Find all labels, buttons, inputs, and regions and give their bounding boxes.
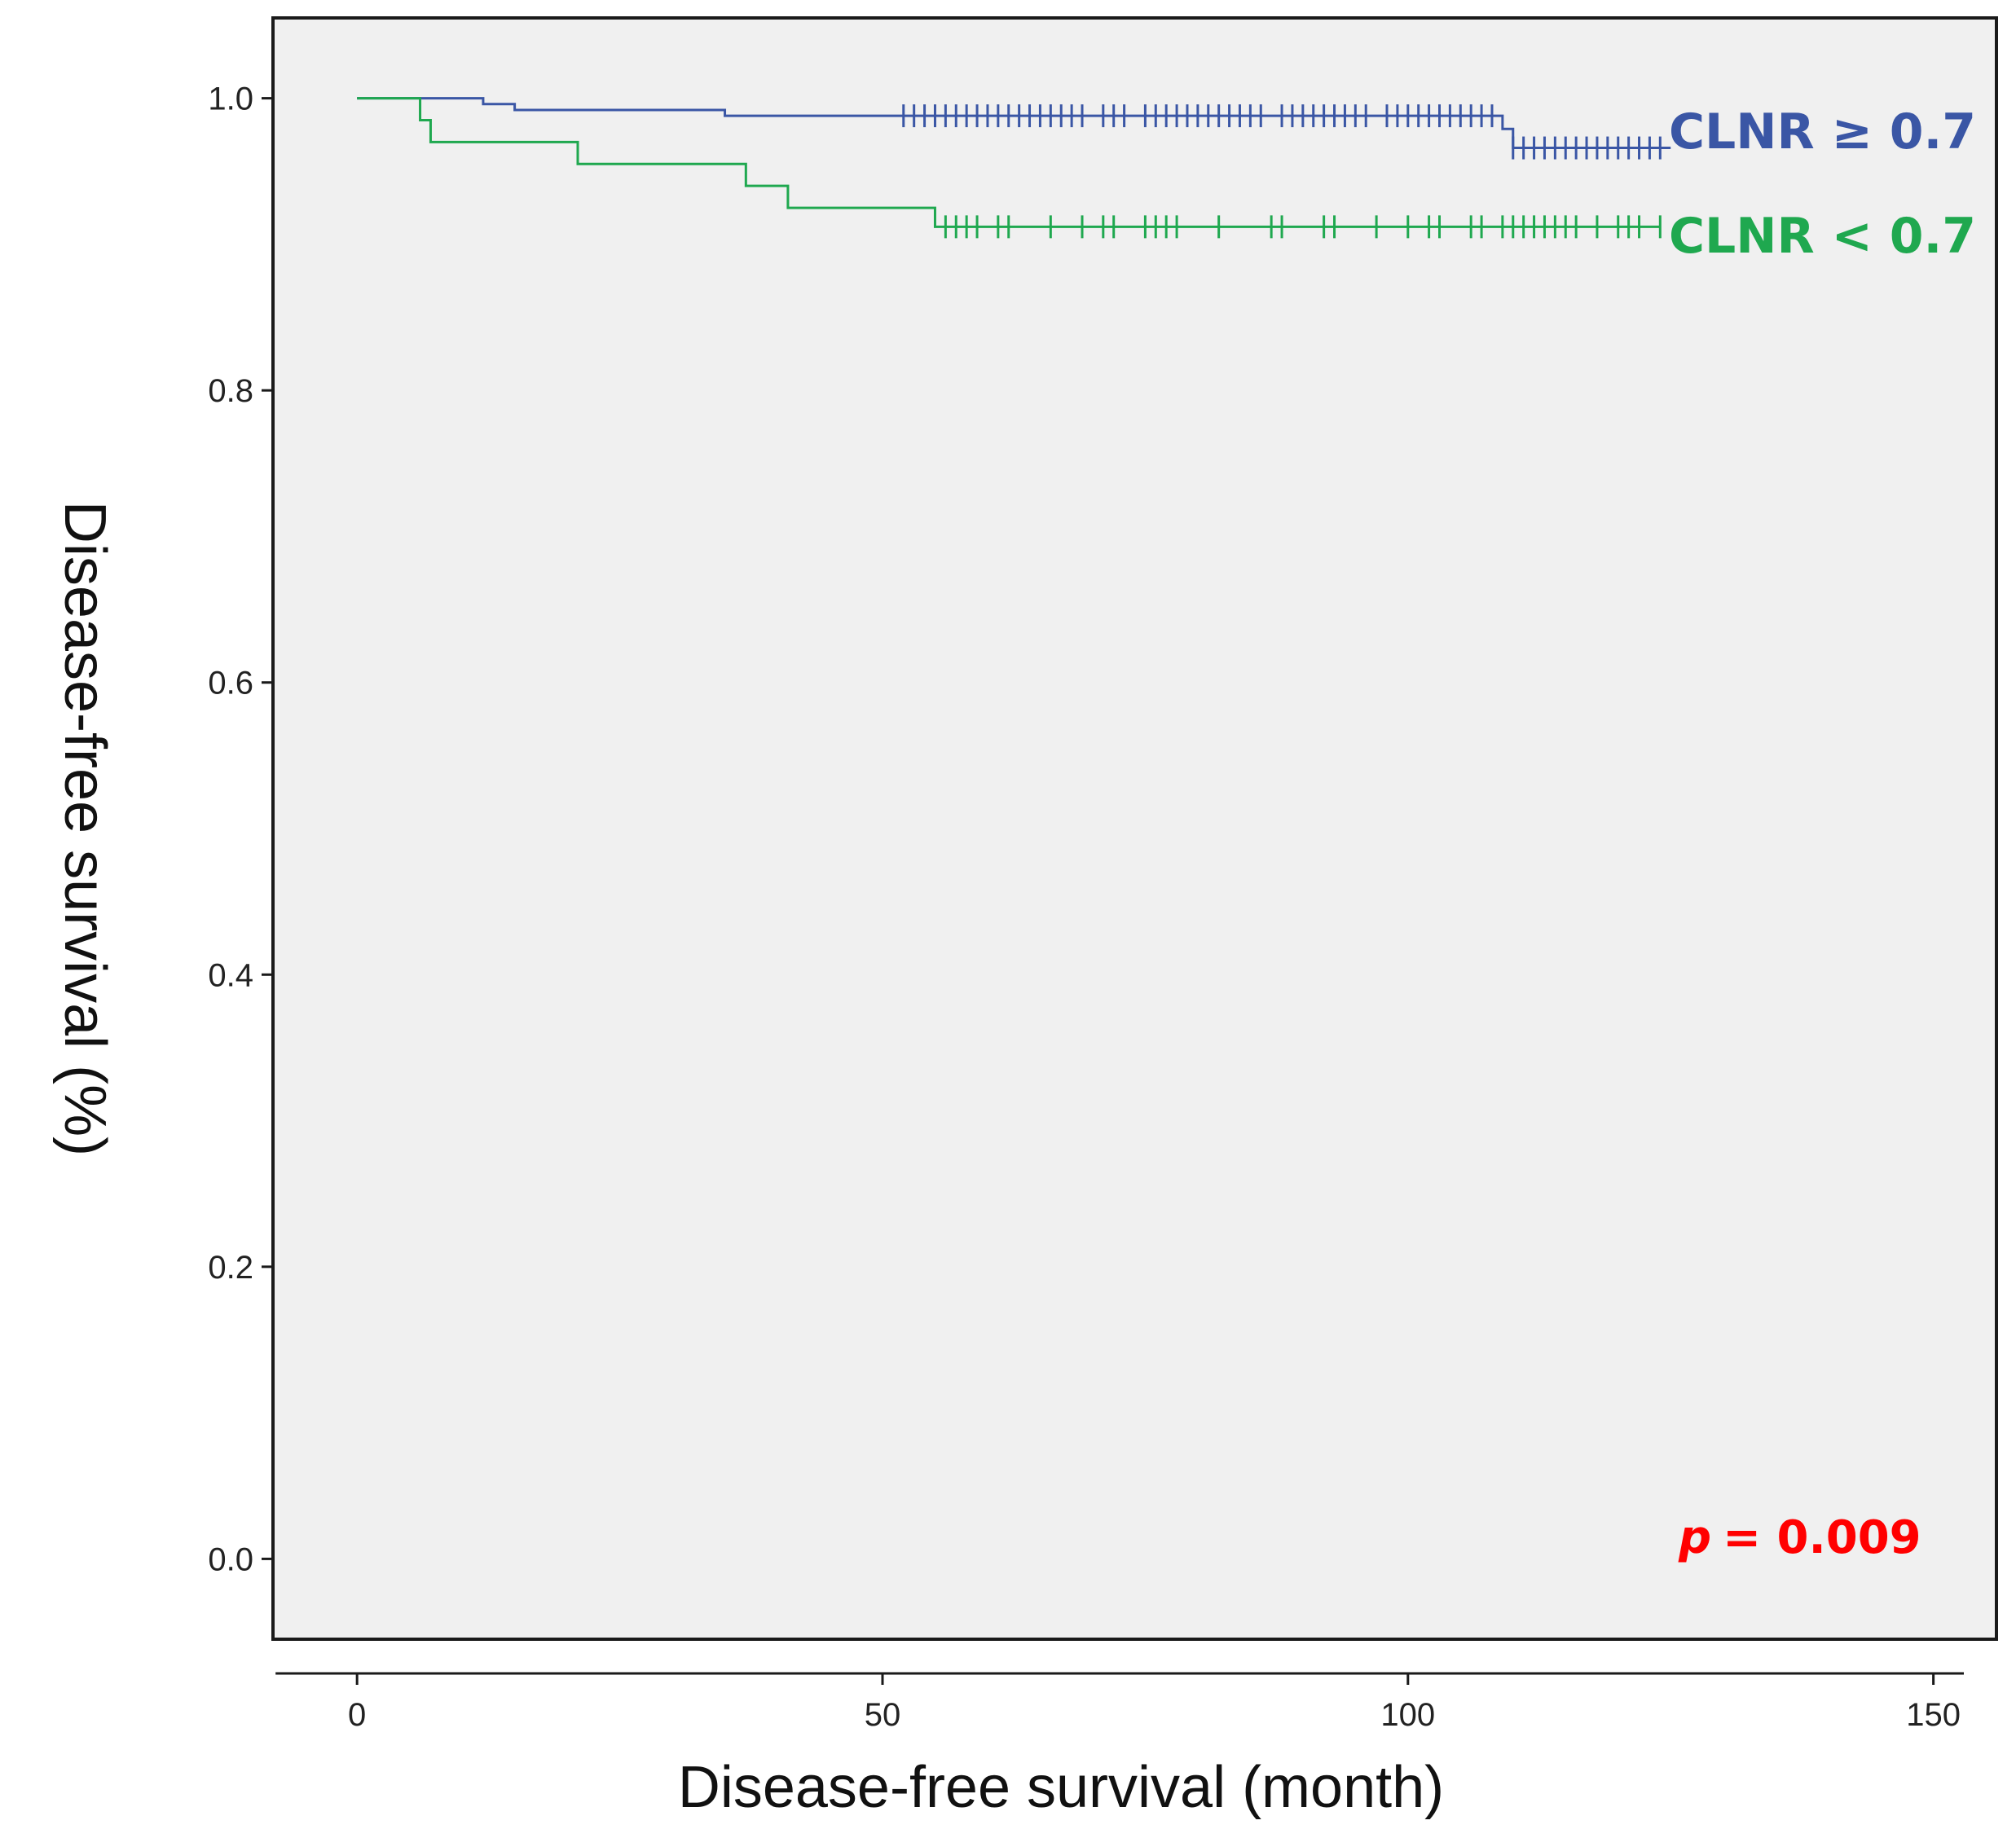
survival-curve: [357, 97, 1671, 150]
p-value-annotation: p = 0.009: [1678, 1511, 1921, 1564]
x-tick-label: 150: [1906, 1697, 1961, 1733]
x-tick-label: 0: [348, 1697, 366, 1733]
series-layer: [357, 97, 1671, 239]
p-value-symbol: p: [1678, 1511, 1711, 1564]
survival-curve: [357, 97, 1661, 228]
x-tick-label: 50: [865, 1697, 901, 1733]
p-value-text: = 0.009: [1723, 1511, 1921, 1564]
series-0: [357, 97, 1671, 160]
series-1: [357, 97, 1662, 239]
y-tick-label: 0.0: [208, 1541, 253, 1577]
x-tick-label: 100: [1380, 1697, 1435, 1733]
y-axis-label: Disease-free survival (%): [52, 501, 117, 1156]
y-tick-label: 0.8: [208, 373, 253, 409]
x-axis-label: Disease-free survival (month): [678, 1755, 1444, 1820]
x-axis: 0 50 100 150: [275, 1672, 1964, 1733]
y-axis: 0.0 0.2 0.4 0.6 0.8 1.0: [208, 81, 273, 1577]
y-tick-label: 0.6: [208, 666, 253, 701]
y-tick-label: 0.2: [208, 1250, 253, 1286]
plot-background: [271, 16, 1998, 1641]
y-tick-label: 1.0: [208, 81, 253, 117]
y-tick-label: 0.4: [208, 957, 253, 993]
legend-label-low: CLNR < 0.7: [1669, 208, 1976, 265]
legend-label-high: CLNR ≥ 0.7: [1669, 103, 1976, 160]
